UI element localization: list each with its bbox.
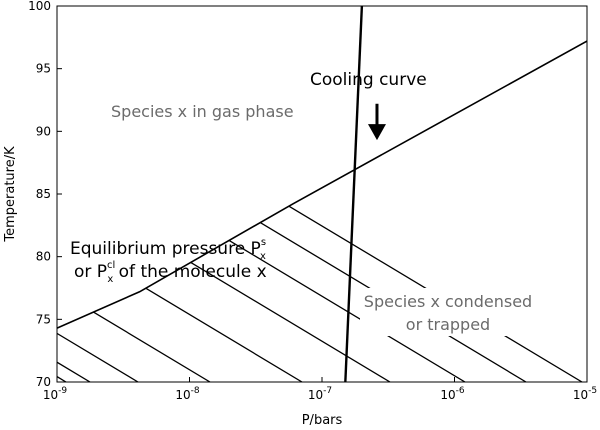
equilibrium-label-line1-text: Equilibrium pressure P: [70, 239, 261, 259]
condensed-label-line1: Species x condensed: [364, 292, 532, 311]
gas-phase-label: Species x in gas phase: [111, 102, 294, 121]
y-tick-label-1: 75: [36, 312, 51, 326]
equilibrium-label-line1-sub: x: [260, 251, 266, 262]
cooling-curve-label: Cooling curve: [310, 70, 427, 90]
hatch-line-0: [57, 376, 67, 382]
series-group: [57, 6, 587, 382]
y-tick-label-6: 100: [28, 0, 51, 13]
y-tick-label-5: 95: [36, 62, 51, 76]
equilibrium-label-line2: or Pcl x of the molecule x: [74, 260, 267, 285]
x-tick-label-1: 10-8: [175, 386, 200, 402]
y-axis-title: Temperature/K: [3, 146, 18, 243]
y-tick-label-4: 90: [36, 124, 51, 138]
cooling-curve-line: [344, 6, 364, 382]
hatch-line-2: [57, 332, 139, 382]
x-tick-label-exp-3: -6: [456, 386, 465, 396]
equilibrium-label-line1: Equilibrium pressure Ps x: [70, 237, 266, 262]
equilibrium-label-line2-sup: cl: [107, 260, 115, 271]
equilibrium-label-line2-text: or P: [74, 262, 107, 282]
condensed-label-line2: or trapped: [406, 315, 490, 334]
x-tick-label-exp-0: -9: [58, 386, 67, 396]
y-tick-label-0: 70: [36, 375, 51, 389]
y-tick-label-2: 80: [36, 250, 51, 264]
x-tick-label-base-3: 10: [440, 388, 455, 402]
hatch-line-4: [145, 287, 303, 382]
hatch-line-6: [228, 239, 466, 382]
x-tick-label-0: 10-9: [43, 386, 68, 402]
hatch-line-1: [57, 361, 91, 382]
x-tick-label-exp-2: -7: [323, 386, 332, 396]
condensed-label-group: Species x condensed or trapped: [360, 288, 536, 336]
x-tick-label-base-2: 10: [308, 388, 323, 402]
cooling-arrow-head: [367, 124, 386, 141]
equilibrium-label-line1-sup: s: [261, 237, 266, 248]
hatch-line-3: [93, 311, 211, 382]
x-tick-label-4: 10-5: [573, 386, 597, 402]
condensed-label-background: [360, 288, 536, 336]
equilibrium-boundary-line: [57, 40, 587, 329]
equilibrium-label-line2-post: of the molecule x: [113, 262, 266, 282]
y-axis: 70 75 80 85 90 95 100: [28, 0, 62, 389]
cooling-arrow: [367, 103, 386, 141]
x-tick-label-base-0: 10: [43, 388, 58, 402]
y-tick-label-3: 85: [36, 187, 51, 201]
x-axis-title: P/bars: [302, 413, 343, 428]
x-tick-label-exp-4: -5: [588, 386, 597, 396]
equilibrium-label-line2-sub: x: [107, 274, 113, 285]
x-tick-label-2: 10-7: [308, 386, 332, 402]
x-axis: 10-9 10-8 10-7 10-6 10-5: [43, 377, 597, 402]
x-tick-label-base-4: 10: [573, 388, 588, 402]
x-tick-label-3: 10-6: [440, 386, 465, 402]
hatch-line-5: [190, 261, 391, 382]
x-tick-label-base-1: 10: [175, 388, 190, 402]
x-tick-label-exp-1: -8: [191, 386, 200, 396]
